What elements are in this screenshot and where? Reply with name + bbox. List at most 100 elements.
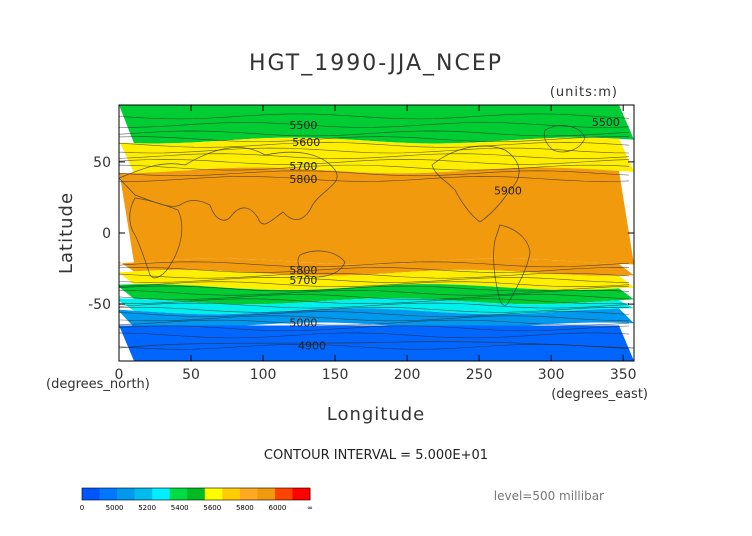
colorbar-swatch [239,488,258,500]
level-note: level=500 millibar [494,489,604,503]
y-unit-label: (degrees_north) [46,377,150,392]
contour-label: 5500 [592,116,620,129]
contour-line [119,315,630,322]
colorbar-swatch [99,488,118,500]
contour-line [119,319,630,326]
south-america-outline [493,224,531,306]
colorbar-label: 5200 [138,504,156,512]
contour-lines [119,113,630,350]
contour-line [119,113,630,120]
contour-line [119,294,630,300]
colorbar-swatch [117,488,136,500]
contour-label: 5000 [289,317,317,330]
contour-line [119,136,630,142]
colorbar-swatch [204,488,223,500]
contour-line [119,325,630,332]
y-tick-label: 50 [93,155,111,171]
contour-label: 4900 [298,339,326,352]
fill-band [119,325,634,361]
africa-outline [129,197,183,279]
contour-line [119,272,630,279]
y-axis-ticks: 50 0 -50 [88,155,634,313]
contour-line [119,122,630,128]
colorbar-swatch [292,488,311,500]
x-tick-label: 350 [610,367,637,383]
contour-label: 5900 [494,184,522,197]
fill-band [119,258,634,276]
contour-label: 5800 [289,264,317,277]
colorbar-swatch [134,488,153,500]
eurasia-outline [119,147,338,225]
contour-line [119,311,630,317]
australia-outline [297,250,346,278]
units-label: (units:m) [550,85,618,100]
north-america-outline [431,145,520,223]
contour-line [119,281,630,287]
colorbar-frame [81,487,311,501]
x-tick-label: 150 [322,367,349,383]
colorbar-swatch [257,488,276,500]
colorbar-label: 6000 [269,504,287,512]
contour-label: 5800 [289,173,317,186]
contour-line [119,159,630,165]
fill-band [119,167,634,265]
contour-label: 5700 [289,160,317,173]
contour-line [119,153,630,159]
contour-line [119,289,630,296]
x-tick-label: 250 [466,367,493,383]
x-tick-label: 200 [394,367,421,383]
y-tick-label: -50 [88,297,111,313]
fill-band [119,137,634,174]
colorbar: 0 5000 5200 5400 5600 5800 6000 ∞ [80,487,313,512]
x-axis-ticks: 0 50 100 150 200 250 300 350 [115,105,637,383]
contour-line [119,261,630,268]
colorbar-label: ∞ [307,504,313,512]
fill-band [119,308,634,329]
contour-line [119,176,630,182]
fill-bands [119,105,634,361]
x-tick-label: 50 [182,367,200,383]
contour-line [119,332,630,339]
colorbar-swatch [274,488,293,500]
contour-line [119,147,630,154]
y-tick-label: 0 [102,226,111,242]
colorbar-swatch [222,488,241,500]
contour-label: 5700 [289,274,317,287]
contour-line [119,285,630,292]
continent-outlines [119,125,634,349]
contour-line [119,170,630,177]
colorbar-swatch [169,488,188,500]
chart-title: HGT_1990-JJA_NCEP [249,51,503,76]
contour-line [119,302,630,309]
x-unit-label: (degrees_east) [551,387,648,402]
contour-label: 5500 [289,119,317,132]
colorbar-label: 0 [80,504,84,512]
contour-line [119,298,630,305]
x-tick-label: 300 [538,367,565,383]
fill-band [119,298,634,315]
contour-line [119,277,630,283]
y-axis-title: Latitude [56,192,77,274]
colorbar-label: 5400 [171,504,189,512]
contour-line [119,130,630,137]
contour-interval-note: CONTOUR INTERVAL = 5.000E+01 [264,448,488,463]
x-tick-label: 0 [115,367,124,383]
colorbar-swatch [82,488,101,500]
fill-band [119,269,634,291]
x-tick-label: 100 [250,367,277,383]
contour-line [119,164,630,171]
x-axis-title: Longitude [327,404,426,425]
colorbar-label: 5000 [106,504,124,512]
colorbar-label: 5600 [203,504,221,512]
contour-line [119,307,630,313]
colorbar-swatch [152,488,171,500]
colorbar-label: 5800 [236,504,254,512]
contour-line [119,343,630,350]
contour-label: 5600 [292,136,320,149]
contour-line [119,142,630,148]
colorbar-swatch [187,488,206,500]
